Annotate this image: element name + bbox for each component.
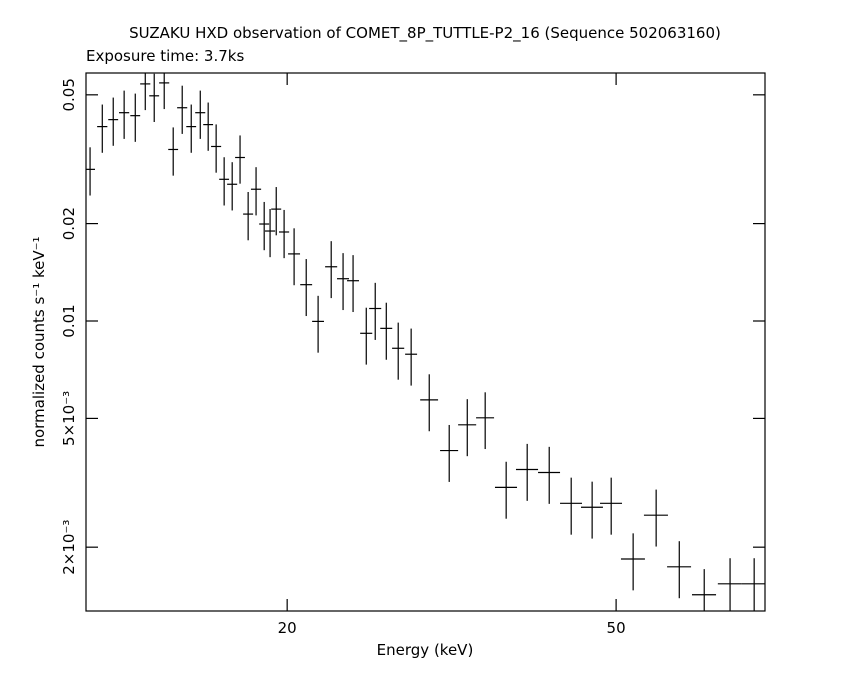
data-point	[494, 461, 518, 519]
y-tick-label: 2×10⁻³	[60, 520, 78, 575]
data-point	[264, 208, 276, 258]
data-point	[278, 209, 290, 259]
data-point	[369, 282, 382, 340]
data-point	[515, 443, 539, 501]
data-point	[667, 541, 692, 599]
data-point	[360, 307, 373, 365]
data-point	[168, 127, 179, 176]
data-point	[420, 374, 439, 432]
data-point	[211, 124, 222, 173]
data-point	[159, 73, 170, 110]
data-point	[600, 477, 623, 535]
data-point	[717, 558, 742, 611]
data-point	[347, 255, 359, 313]
data-point	[235, 135, 245, 184]
data-point	[119, 90, 130, 139]
data-point	[195, 90, 206, 139]
data-point	[643, 489, 668, 547]
data-point	[243, 192, 254, 241]
y-tick-label: 0.05	[60, 78, 78, 111]
y-tick-label: 0.02	[60, 207, 78, 240]
data-point	[140, 73, 151, 111]
data-point	[337, 253, 350, 311]
data-point	[405, 328, 418, 386]
data-point	[108, 97, 119, 146]
y-axis-label: normalized counts s⁻¹ keV⁻¹	[30, 236, 48, 447]
data-point	[560, 477, 583, 535]
data-point	[186, 104, 197, 153]
y-tick-label: 0.01	[60, 304, 78, 337]
data-point	[380, 302, 393, 360]
data-point	[203, 102, 214, 151]
x-axis-label: Energy (keV)	[377, 641, 474, 659]
chart-subtitle: Exposure time: 3.7ks	[86, 47, 244, 65]
data-point	[86, 147, 96, 196]
data-point	[691, 569, 717, 611]
x-tick-label: 50	[607, 619, 626, 637]
data-point	[741, 558, 765, 611]
data-point	[177, 85, 188, 134]
chart-title: SUZAKU HXD observation of COMET_8P_TUTTL…	[129, 24, 721, 43]
plot-frame	[85, 72, 766, 612]
data-point	[227, 162, 238, 211]
data-point	[271, 187, 282, 236]
data-point	[325, 241, 338, 299]
data-point	[392, 322, 405, 380]
data-point	[620, 533, 645, 591]
data-point	[476, 392, 495, 450]
data-point	[312, 295, 324, 353]
data-point	[440, 424, 459, 482]
data-point	[300, 259, 313, 317]
data-layer	[86, 73, 765, 611]
data-point	[250, 167, 262, 216]
data-point	[219, 157, 230, 206]
data-point	[538, 446, 561, 504]
data-point	[259, 201, 270, 251]
y-tick-label: 5×10⁻³	[60, 391, 78, 446]
data-point	[288, 228, 301, 286]
data-point	[580, 481, 603, 539]
data-point	[458, 399, 477, 457]
data-point	[149, 73, 160, 122]
data-point	[97, 104, 108, 153]
x-tick-label: 20	[278, 619, 297, 637]
data-point	[130, 93, 141, 142]
